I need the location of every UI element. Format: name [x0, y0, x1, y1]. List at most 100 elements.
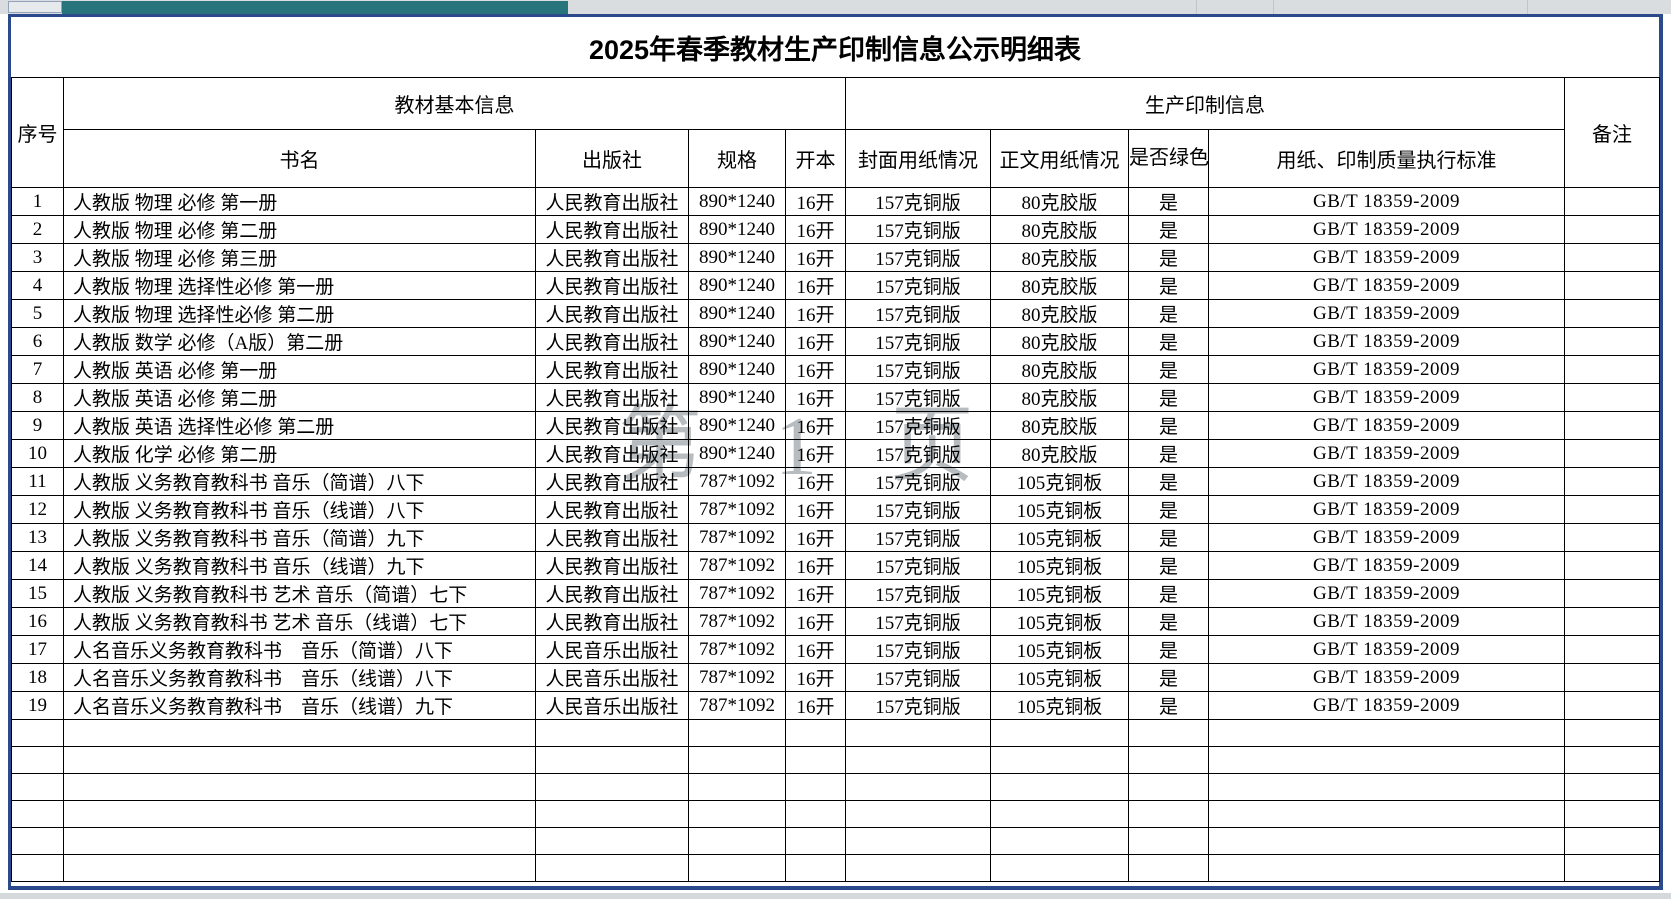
empty-cell[interactable] — [1564, 773, 1660, 801]
cell-green[interactable]: 是 — [1128, 383, 1209, 412]
cell-no[interactable]: 9 — [11, 411, 64, 440]
col-header-cover-paper[interactable]: 封面用纸情况 — [845, 129, 991, 188]
cell-remark[interactable] — [1564, 187, 1660, 216]
cell-cover-paper[interactable]: 157克铜版 — [845, 439, 991, 468]
cell-publisher[interactable]: 人民音乐出版社 — [535, 691, 689, 720]
empty-cell[interactable] — [1128, 773, 1209, 801]
cell-green[interactable]: 是 — [1128, 327, 1209, 356]
cell-green[interactable]: 是 — [1128, 635, 1209, 664]
cell-cover-paper[interactable]: 157克铜版 — [845, 607, 991, 636]
cell-remark[interactable] — [1564, 243, 1660, 272]
empty-cell[interactable] — [990, 854, 1129, 882]
cell-remark[interactable] — [1564, 607, 1660, 636]
cell-remark[interactable] — [1564, 355, 1660, 384]
cell-remark[interactable] — [1564, 271, 1660, 300]
cell-spec[interactable]: 787*1092 — [688, 495, 786, 524]
cell-cover-paper[interactable]: 157克铜版 — [845, 523, 991, 552]
empty-cell[interactable] — [11, 746, 64, 774]
cell-no[interactable]: 19 — [11, 691, 64, 720]
empty-cell[interactable] — [535, 746, 689, 774]
cell-remark[interactable] — [1564, 327, 1660, 356]
empty-cell[interactable] — [845, 719, 991, 747]
cell-publisher[interactable]: 人民教育出版社 — [535, 243, 689, 272]
cell-name[interactable]: 人教版 英语 必修 第一册 — [63, 355, 536, 384]
cell-spec[interactable]: 890*1240 — [688, 411, 786, 440]
empty-cell[interactable] — [845, 773, 991, 801]
cell-format[interactable]: 16开 — [785, 523, 846, 552]
cell-name[interactable]: 人名音乐义务教育教科书 音乐（线谱）八下 — [63, 663, 536, 692]
cell-body-paper[interactable]: 80克胶版 — [990, 299, 1129, 328]
cell-remark[interactable] — [1564, 383, 1660, 412]
cell-standard[interactable]: GB/T 18359-2009 — [1208, 691, 1565, 720]
cell-spec[interactable]: 787*1092 — [688, 467, 786, 496]
cell-remark[interactable] — [1564, 215, 1660, 244]
empty-cell[interactable] — [535, 800, 689, 828]
cell-name[interactable]: 人教版 义务教育教科书 音乐（简谱）九下 — [63, 523, 536, 552]
cell-publisher[interactable]: 人民音乐出版社 — [535, 635, 689, 664]
empty-cell[interactable] — [11, 719, 64, 747]
empty-cell[interactable] — [785, 746, 846, 774]
cell-cover-paper[interactable]: 157克铜版 — [845, 355, 991, 384]
cell-spec[interactable]: 890*1240 — [688, 299, 786, 328]
empty-cell[interactable] — [990, 827, 1129, 855]
cell-spec[interactable]: 787*1092 — [688, 551, 786, 580]
empty-cell[interactable] — [1208, 719, 1565, 747]
cell-name[interactable]: 人教版 英语 选择性必修 第二册 — [63, 411, 536, 440]
cell-format[interactable]: 16开 — [785, 663, 846, 692]
empty-cell[interactable] — [535, 827, 689, 855]
empty-cell[interactable] — [845, 800, 991, 828]
cell-no[interactable]: 5 — [11, 299, 64, 328]
cell-body-paper[interactable]: 105克铜板 — [990, 579, 1129, 608]
cell-cover-paper[interactable]: 157克铜版 — [845, 635, 991, 664]
col-header-quality-standard[interactable]: 用纸、印制质量执行标准 — [1208, 129, 1565, 188]
cell-cover-paper[interactable]: 157克铜版 — [845, 691, 991, 720]
empty-cell[interactable] — [1208, 746, 1565, 774]
cell-no[interactable]: 18 — [11, 663, 64, 692]
cell-cover-paper[interactable]: 157克铜版 — [845, 411, 991, 440]
col-header-serial[interactable]: 序号 — [11, 77, 64, 188]
cell-cover-paper[interactable]: 157克铜版 — [845, 187, 991, 216]
cell-remark[interactable] — [1564, 299, 1660, 328]
empty-cell[interactable] — [845, 827, 991, 855]
cell-name[interactable]: 人教版 物理 选择性必修 第一册 — [63, 271, 536, 300]
cell-standard[interactable]: GB/T 18359-2009 — [1208, 551, 1565, 580]
empty-cell[interactable] — [11, 827, 64, 855]
cell-cover-paper[interactable]: 157克铜版 — [845, 551, 991, 580]
empty-cell[interactable] — [688, 854, 786, 882]
cell-spec[interactable]: 787*1092 — [688, 691, 786, 720]
cell-body-paper[interactable]: 105克铜板 — [990, 523, 1129, 552]
empty-cell[interactable] — [688, 827, 786, 855]
empty-cell[interactable] — [63, 746, 536, 774]
cell-green[interactable]: 是 — [1128, 551, 1209, 580]
empty-cell[interactable] — [11, 800, 64, 828]
cell-standard[interactable]: GB/T 18359-2009 — [1208, 355, 1565, 384]
empty-cell[interactable] — [688, 746, 786, 774]
cell-body-paper[interactable]: 80克胶版 — [990, 271, 1129, 300]
cell-body-paper[interactable]: 105克铜板 — [990, 691, 1129, 720]
cell-no[interactable]: 8 — [11, 383, 64, 412]
cell-spec[interactable]: 890*1240 — [688, 327, 786, 356]
cell-body-paper[interactable]: 105克铜板 — [990, 635, 1129, 664]
cell-format[interactable]: 16开 — [785, 439, 846, 468]
col-header-format[interactable]: 开本 — [785, 129, 846, 188]
cell-no[interactable]: 3 — [11, 243, 64, 272]
cell-standard[interactable]: GB/T 18359-2009 — [1208, 243, 1565, 272]
cell-publisher[interactable]: 人民教育出版社 — [535, 187, 689, 216]
cell-name[interactable]: 人教版 义务教育教科书 音乐（线谱）九下 — [63, 551, 536, 580]
cell-standard[interactable]: GB/T 18359-2009 — [1208, 299, 1565, 328]
cell-cover-paper[interactable]: 157克铜版 — [845, 299, 991, 328]
cell-no[interactable]: 17 — [11, 635, 64, 664]
cell-standard[interactable]: GB/T 18359-2009 — [1208, 579, 1565, 608]
cell-spec[interactable]: 890*1240 — [688, 383, 786, 412]
cell-no[interactable]: 14 — [11, 551, 64, 580]
cell-name[interactable]: 人教版 英语 必修 第二册 — [63, 383, 536, 412]
cell-body-paper[interactable]: 105克铜板 — [990, 663, 1129, 692]
cell-green[interactable]: 是 — [1128, 215, 1209, 244]
cell-format[interactable]: 16开 — [785, 243, 846, 272]
cell-publisher[interactable]: 人民教育出版社 — [535, 299, 689, 328]
cell-green[interactable]: 是 — [1128, 299, 1209, 328]
cell-cover-paper[interactable]: 157克铜版 — [845, 215, 991, 244]
cell-body-paper[interactable]: 80克胶版 — [990, 383, 1129, 412]
cell-cover-paper[interactable]: 157克铜版 — [845, 495, 991, 524]
cell-name[interactable]: 人教版 物理 必修 第二册 — [63, 215, 536, 244]
